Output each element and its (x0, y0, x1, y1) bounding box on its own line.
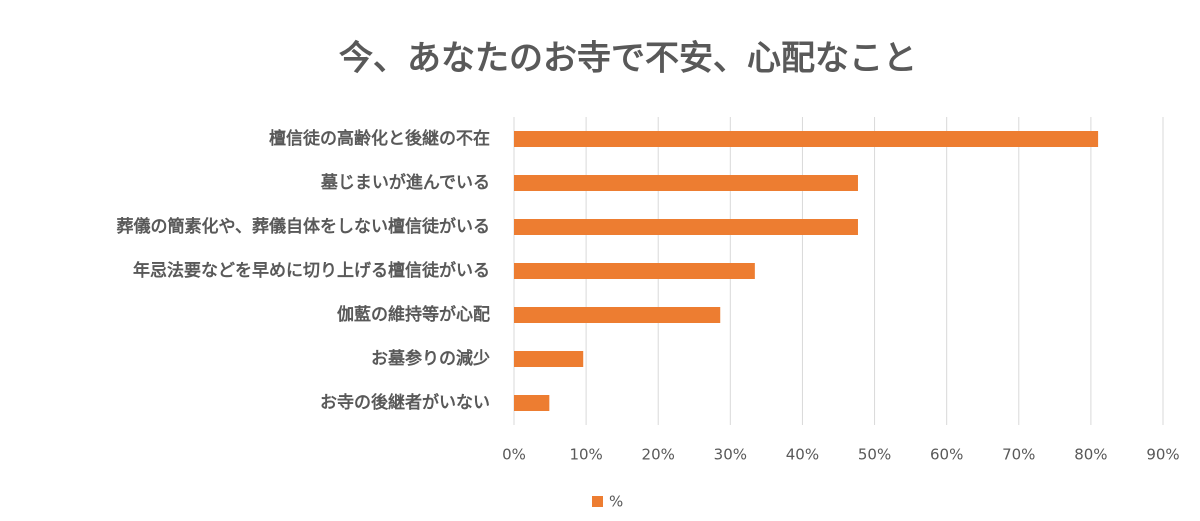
y-tick-label: 年忌法要などを早めに切り上げる檀信徒がいる (133, 260, 490, 281)
x-tick-label: 40% (786, 446, 819, 464)
x-tick-label: 60% (930, 446, 963, 464)
bar (514, 131, 1099, 147)
x-tick-label: 70% (1002, 446, 1035, 464)
x-tick-label: 80% (1074, 446, 1107, 464)
bar (514, 175, 858, 191)
bar (514, 307, 721, 323)
chart-title: 今、あなたのお寺で不安、心配なこと (339, 39, 917, 79)
bar (514, 263, 755, 279)
y-tick-label: お墓参りの減少 (371, 348, 490, 369)
legend-label: % (609, 493, 623, 511)
y-tick-label: 伽藍の維持等が心配 (337, 304, 490, 325)
y-tick-label: 檀信徒の高齢化と後継の不在 (269, 128, 490, 149)
legend-swatch (592, 496, 603, 507)
y-tick-label: 葬儀の簡素化や、葬儀自体をしない檀信徒がいる (117, 216, 491, 237)
x-tick-label: 20% (642, 446, 675, 464)
x-tick-label: 10% (569, 446, 602, 464)
bar (514, 219, 858, 235)
y-tick-label: 墓じまいが進んでいる (320, 172, 490, 193)
bar (514, 351, 584, 367)
y-tick-label: お寺の後継者がいない (320, 392, 490, 413)
x-tick-label: 30% (714, 446, 747, 464)
x-tick-label: 0% (502, 446, 526, 464)
bar (514, 395, 550, 411)
x-tick-label: 50% (858, 446, 891, 464)
x-tick-label: 90% (1146, 446, 1179, 464)
